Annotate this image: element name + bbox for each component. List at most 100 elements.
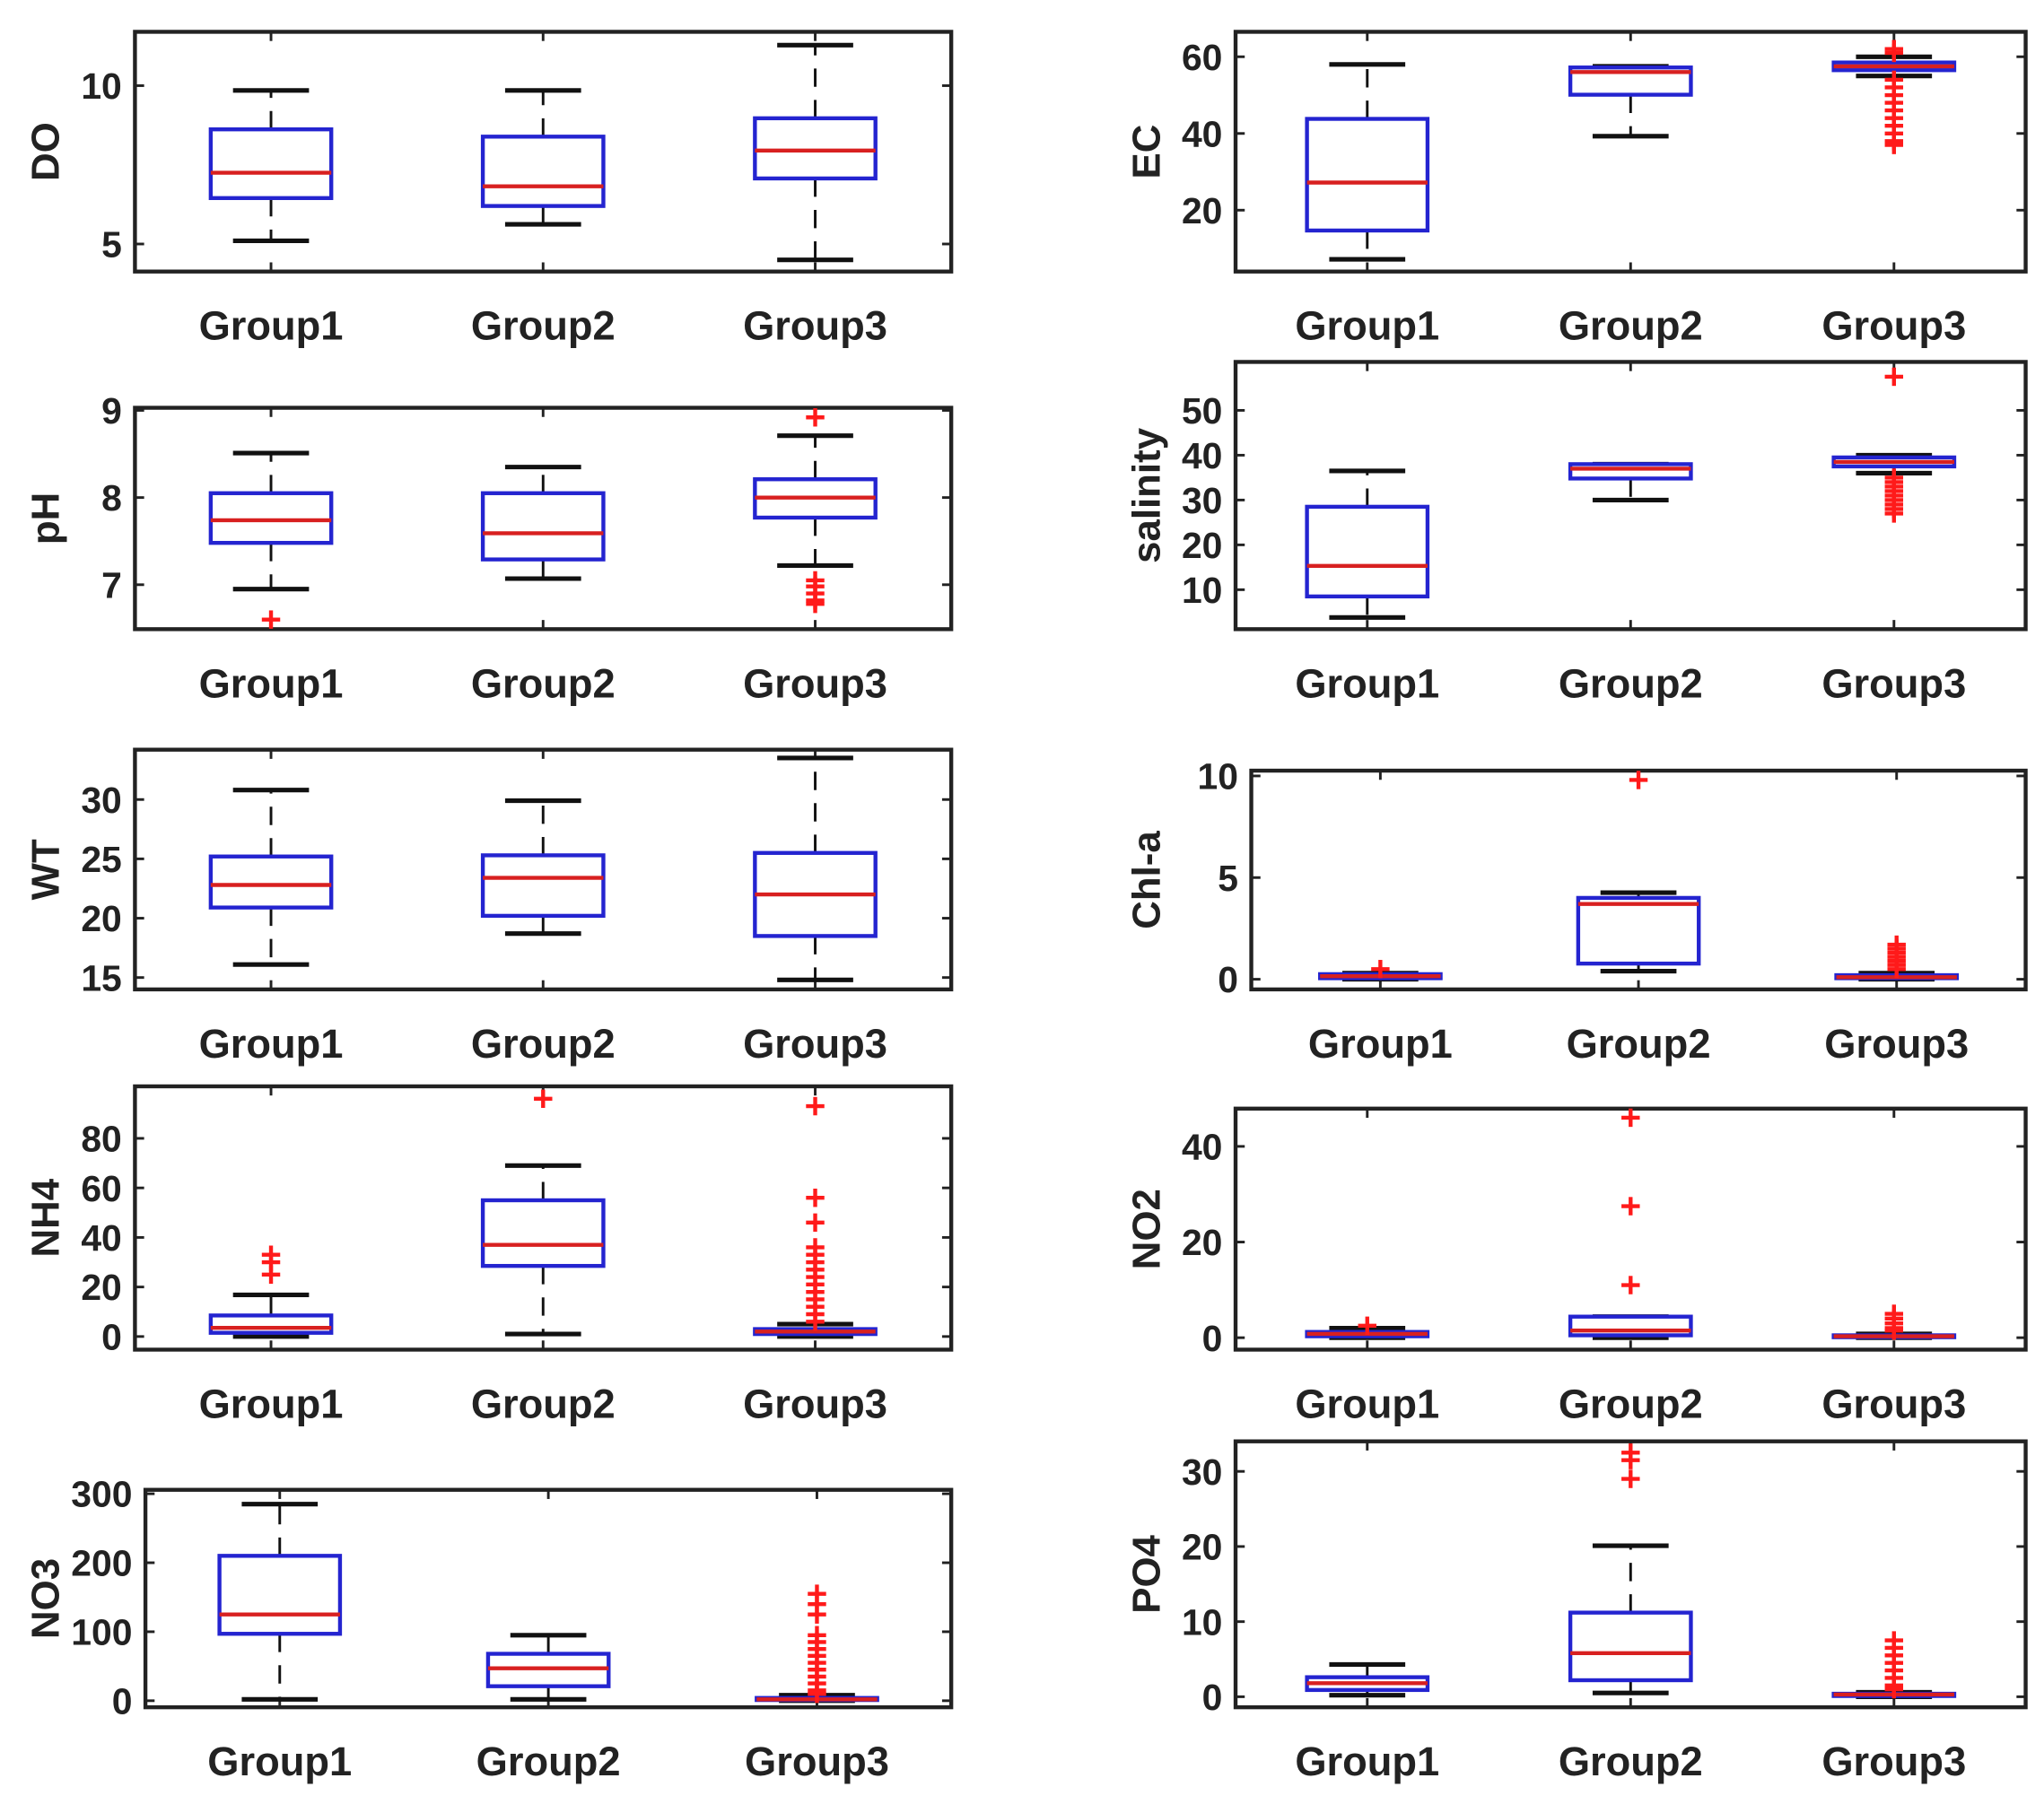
x-tick-label: Group3 [743, 1021, 887, 1067]
x-tick-label: Group1 [207, 1739, 352, 1784]
box-group3 [755, 1489, 879, 1708]
x-tick-label: Group3 [1821, 1739, 1966, 1784]
outlier-marker [261, 1245, 281, 1264]
y-tick-label: 0 [1202, 1677, 1223, 1718]
outlier-marker [1621, 1276, 1640, 1294]
iqr-box [480, 135, 606, 208]
panel-ph: 7 8 9 pH Group1 Group2 Group3 [24, 390, 954, 706]
box-group3 [1831, 1108, 1957, 1350]
box-group1 [1305, 362, 1430, 630]
y-tick-label: 50 [1182, 390, 1222, 431]
panel-po4: 0 10 20 30 PO4 Group1 Group2 Group3 [1124, 1439, 2028, 1784]
box-group1 [208, 31, 334, 272]
box-group2 [485, 1489, 611, 1708]
outlier-marker [1621, 1451, 1640, 1469]
y-tick-label: 40 [81, 1217, 121, 1259]
y-axis-label: NO3 [24, 1558, 68, 1639]
iqr-box [480, 853, 606, 919]
y-tick-label: 0 [112, 1680, 133, 1721]
x-tick-label: Group1 [1295, 1381, 1439, 1426]
outlier-marker [1621, 1469, 1640, 1488]
y-tick-label: 10 [1182, 1601, 1222, 1643]
iqr-box [1568, 462, 1693, 481]
y-axis-label: EC [1124, 125, 1168, 179]
box-group3 [753, 407, 878, 630]
y-tick-label: 30 [81, 780, 121, 821]
y-tick-label: 15 [81, 957, 121, 998]
y-axis-label: PO4 [1124, 1534, 1168, 1613]
box-group1 [1318, 771, 1443, 989]
box-group1 [208, 1085, 334, 1350]
y-tick-label: 8 [101, 477, 122, 519]
outlier-marker [806, 408, 825, 427]
x-tick-label: Group3 [1821, 303, 1966, 349]
x-tick-label: Group1 [1295, 303, 1439, 349]
box-group3 [1831, 362, 1957, 630]
y-tick-label: 5 [1218, 858, 1238, 899]
iqr-box [480, 1198, 606, 1268]
x-tick-label: Group2 [1559, 660, 1703, 706]
iqr-box [217, 1554, 343, 1636]
y-tick-label: 60 [81, 1168, 121, 1209]
x-tick-label: Group3 [1821, 1381, 1966, 1426]
box-group1 [1305, 31, 1430, 272]
outlier-marker [261, 610, 281, 629]
y-tick-label: 25 [81, 839, 121, 880]
outlier-marker [806, 1096, 825, 1116]
iqr-box [208, 854, 334, 910]
y-axis-label: salinity [1124, 427, 1168, 563]
outlier-marker [1621, 1108, 1640, 1128]
outlier-marker [1887, 960, 1906, 979]
y-tick-label: 20 [1182, 1222, 1222, 1263]
outlier-marker [1358, 1316, 1376, 1336]
panel-wt: 15 20 25 30 WT Group1 Group2 Group3 [24, 747, 954, 1067]
y-tick-label: 20 [1182, 190, 1222, 231]
box-group3 [1834, 771, 1960, 989]
outlier-marker [806, 1213, 825, 1233]
y-tick-label: 0 [1218, 959, 1238, 1000]
y-axis-label: NO2 [1124, 1189, 1168, 1269]
box-group2 [480, 1085, 606, 1350]
box-group2 [1568, 362, 1693, 630]
x-tick-label: Group3 [743, 1381, 887, 1426]
box-group2 [1576, 771, 1701, 989]
outlier-marker [808, 1605, 826, 1624]
panel-no3: 0 100 200 300 NO3 Group1 Group2 Group3 [24, 1474, 954, 1784]
y-tick-label: 80 [81, 1119, 121, 1160]
y-axis-label: WT [24, 839, 68, 900]
box-group2 [1568, 31, 1693, 272]
iqr-box [1305, 117, 1430, 233]
box-group3 [753, 1085, 878, 1350]
x-tick-label: Group3 [745, 1739, 889, 1784]
panel-no2: 0 20 40 NO2 Group1 Group2 Group3 [1124, 1106, 2028, 1426]
y-tick-label: 30 [1182, 1451, 1222, 1493]
box-group2 [480, 407, 606, 630]
y-tick-label: 20 [81, 898, 121, 939]
outlier-marker [534, 1089, 553, 1109]
x-tick-label: Group2 [471, 1381, 616, 1426]
y-axis-label: NH4 [24, 1178, 68, 1257]
box-group2 [1568, 1108, 1693, 1350]
x-tick-label: Group1 [199, 660, 344, 706]
y-tick-label: 20 [1182, 1527, 1222, 1568]
box-group1 [217, 1489, 343, 1708]
box-group1 [1305, 1441, 1430, 1708]
x-tick-label: Group1 [199, 1021, 344, 1067]
outlier-marker [1884, 1321, 1904, 1340]
y-tick-label: 0 [1202, 1318, 1223, 1359]
iqr-box [1568, 1610, 1693, 1683]
y-tick-label: 5 [101, 224, 122, 266]
panel-do: 5 10 DO Group1 Group2 Group3 [24, 30, 954, 349]
y-tick-label: 0 [101, 1316, 122, 1357]
outlier-marker [1621, 1197, 1640, 1216]
panel-ec: 20 40 60 EC Group1 Group2 Group3 [1124, 30, 2028, 349]
box-group2 [480, 31, 606, 272]
y-tick-label: 300 [71, 1474, 132, 1515]
y-tick-label: 200 [71, 1543, 132, 1584]
outlier-marker [806, 1312, 825, 1331]
x-tick-label: Group3 [1824, 1021, 1969, 1067]
box-group3 [1831, 1441, 1957, 1708]
iqr-box [753, 116, 878, 181]
